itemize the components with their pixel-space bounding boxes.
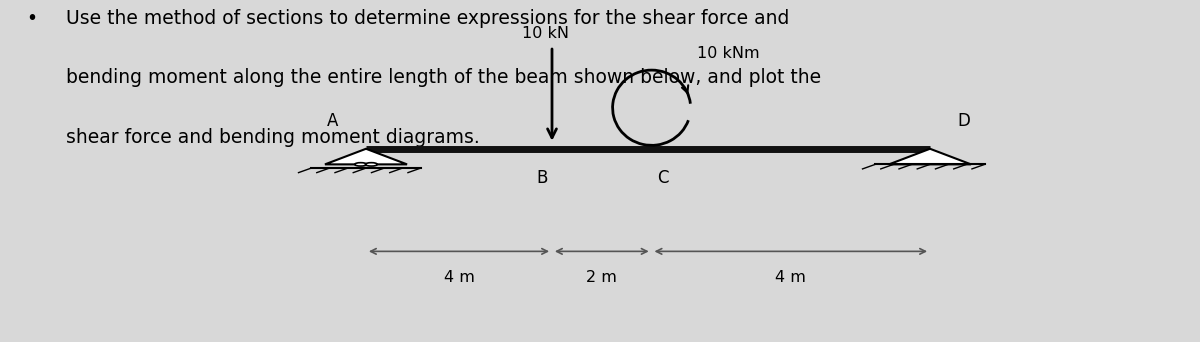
Circle shape	[355, 163, 366, 166]
Text: 10 kN: 10 kN	[522, 26, 570, 41]
Text: •: •	[26, 9, 37, 28]
Polygon shape	[325, 149, 407, 165]
Text: 4 m: 4 m	[775, 270, 806, 285]
Text: 2 m: 2 m	[587, 270, 617, 285]
Circle shape	[366, 163, 377, 166]
Text: 4 m: 4 m	[444, 270, 474, 285]
Text: B: B	[536, 169, 548, 187]
Text: Use the method of sections to determine expressions for the shear force and: Use the method of sections to determine …	[66, 9, 790, 28]
Text: 10 kNm: 10 kNm	[697, 46, 760, 61]
Text: A: A	[326, 112, 338, 130]
Polygon shape	[889, 149, 971, 165]
Text: D: D	[958, 112, 970, 130]
Text: bending moment along the entire length of the beam shown below, and plot the: bending moment along the entire length o…	[66, 68, 821, 88]
Text: shear force and bending moment diagrams.: shear force and bending moment diagrams.	[66, 128, 480, 147]
Text: C: C	[658, 169, 670, 187]
